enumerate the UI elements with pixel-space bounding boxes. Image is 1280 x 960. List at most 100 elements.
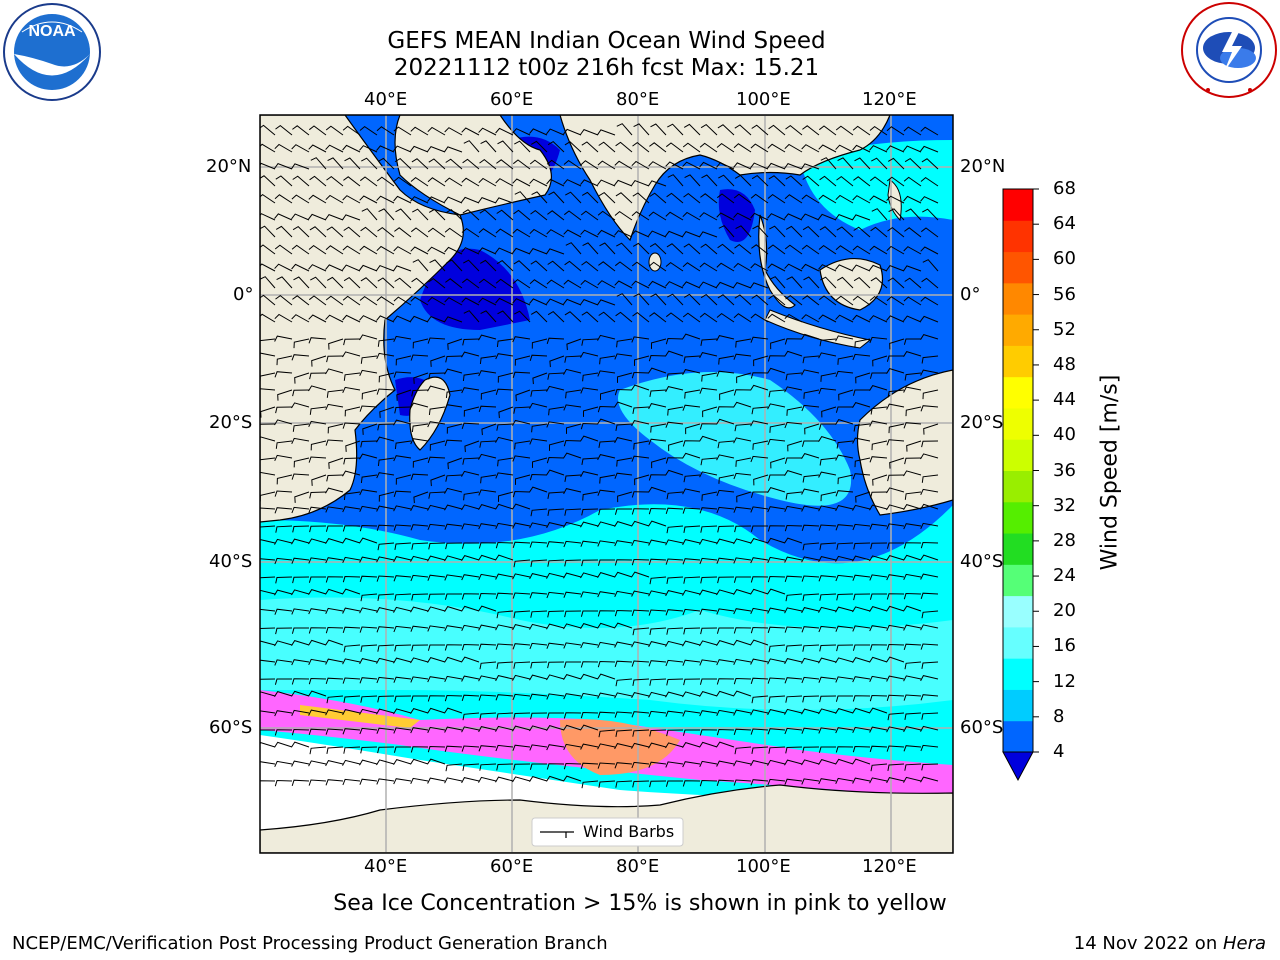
- wind-barb: [325, 439, 344, 446]
- wind-barb: [750, 639, 769, 646]
- wind-barb: [495, 776, 514, 783]
- wind-barb: [614, 280, 633, 289]
- wind-barb: [597, 405, 616, 413]
- wind-barb: [804, 423, 820, 435]
- wind-barb: [379, 406, 395, 418]
- wind-barb: [887, 712, 905, 721]
- wind-barb: [699, 678, 717, 685]
- wind-barb: [428, 372, 446, 380]
- wind-barb: [665, 421, 684, 428]
- wind-barb: [784, 386, 803, 393]
- wind-barb: [393, 145, 412, 153]
- wind-barb: [497, 457, 514, 467]
- wind-barb: [648, 211, 667, 221]
- wind-barb: [836, 644, 854, 652]
- colorbar-tick-label: 16: [1053, 635, 1076, 657]
- wind-barb: [665, 742, 684, 749]
- wind-barb: [360, 440, 378, 448]
- wind-barb: [327, 157, 344, 170]
- wind-barb: [923, 423, 939, 435]
- wind-barb: [529, 522, 548, 529]
- wind-barb: [733, 506, 752, 513]
- wind-barb: [376, 607, 395, 614]
- wind-barb: [665, 142, 684, 153]
- wind-barb: [837, 474, 854, 485]
- wind-barb: [393, 371, 412, 378]
- wind-barb: [580, 623, 599, 629]
- wind-barb: [699, 557, 718, 565]
- wind-barb: [701, 372, 718, 382]
- colorbar-tick-label: 60: [1053, 248, 1076, 270]
- wind-barb: [784, 213, 803, 221]
- wind-barb: [920, 296, 939, 306]
- wind-barb: [699, 741, 718, 748]
- lon-tick-bottom-2: 60°E: [490, 856, 534, 877]
- wind-barb: [733, 193, 752, 204]
- wind-barb: [750, 143, 769, 153]
- colorbar-swatch: [1003, 376, 1033, 409]
- wind-barb: [801, 626, 820, 633]
- wind-barb: [699, 779, 718, 787]
- colorbar-swatch: [1003, 345, 1033, 378]
- wind-barb: [886, 624, 905, 632]
- wind-barb: [291, 402, 310, 409]
- wind-barb: [903, 338, 921, 345]
- wind-barb: [818, 556, 837, 563]
- wind-barb: [801, 263, 820, 272]
- wind-barb: [683, 293, 701, 306]
- wind-barb: [410, 758, 429, 765]
- wind-barb: [428, 491, 446, 499]
- wind-barb: [291, 678, 310, 685]
- wind-barb: [581, 457, 599, 465]
- wind-barb: [444, 656, 463, 663]
- wind-barb: [648, 641, 667, 648]
- wind-barb: [597, 673, 616, 680]
- wind-barb: [632, 141, 650, 153]
- wind-barb: [342, 422, 361, 429]
- wind-barb: [308, 690, 327, 697]
- wind-barb: [733, 690, 752, 697]
- wind-barb: [784, 421, 803, 429]
- wind-barb: [886, 368, 905, 374]
- wind-barb: [666, 491, 684, 500]
- wind-barb: [733, 728, 752, 736]
- wind-barb: [529, 674, 548, 681]
- wind-barb: [716, 506, 735, 514]
- wind-barb: [463, 406, 480, 417]
- wind-barb: [275, 294, 293, 306]
- wind-barb: [359, 334, 378, 341]
- wind-barb: [717, 525, 735, 533]
- wind-barb: [872, 474, 888, 486]
- wind-barb: [598, 311, 616, 323]
- wind-barb: [377, 746, 395, 754]
- wind-barb: [308, 627, 327, 634]
- wind-barb: [903, 592, 922, 600]
- wind-barb: [818, 606, 837, 613]
- lon-tick-bottom-5: 120°E: [862, 856, 917, 877]
- wind-barb: [699, 142, 718, 153]
- wind-barb: [768, 695, 786, 703]
- wind-barb: [599, 355, 616, 365]
- wind-barb: [410, 196, 429, 204]
- wind-barb: [734, 423, 752, 432]
- wind-barb: [530, 310, 548, 323]
- wind-barb: [325, 709, 344, 716]
- wind-barb: [308, 420, 327, 428]
- wind-barb: [633, 440, 650, 450]
- wind-barb: [818, 352, 837, 359]
- wind-barb: [563, 210, 582, 221]
- wind-barb: [427, 337, 446, 344]
- wind-barb: [514, 140, 531, 153]
- wind-barb: [342, 314, 361, 323]
- wind-barb: [614, 711, 633, 718]
- wind-barb: [801, 194, 820, 204]
- wind-barb: [309, 406, 327, 415]
- wind-barb: [801, 314, 820, 323]
- wind-barb: [478, 196, 497, 204]
- wind-barb: [648, 261, 667, 272]
- wind-barb: [444, 368, 463, 375]
- wind-barb: [869, 574, 888, 581]
- wind-barb: [546, 159, 565, 170]
- wind-barb: [462, 338, 480, 346]
- wind-barb: [291, 709, 310, 717]
